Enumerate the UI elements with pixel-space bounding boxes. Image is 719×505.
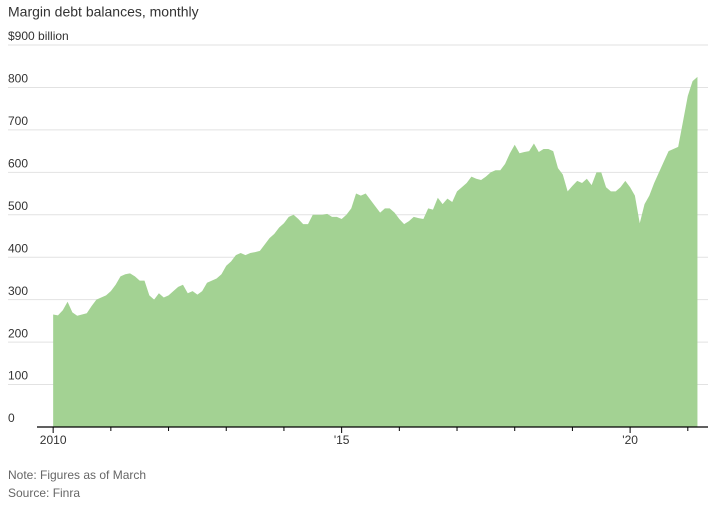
x-tick-label: '20 [622, 433, 638, 447]
chart-title: Margin debt balances, monthly [8, 4, 199, 20]
x-tick-label: 2010 [40, 433, 67, 447]
y-tick-label: 600 [8, 157, 28, 171]
y-tick-label: 400 [8, 241, 28, 255]
x-tick-label: '15 [334, 433, 350, 447]
y-tick-label: 800 [8, 72, 28, 86]
y-tick-label: 100 [8, 369, 28, 383]
y-tick-label: 300 [8, 284, 28, 298]
y-tick-label: 0 [8, 411, 15, 425]
y-tick-label: $900 billion [8, 29, 69, 43]
y-tick-label: 500 [8, 199, 28, 213]
area [53, 76, 698, 427]
y-tick-label: 200 [8, 326, 28, 340]
note: Note: Figures as of March [8, 468, 146, 482]
y-tick-label: 700 [8, 114, 28, 128]
source: Source: Finra [8, 486, 80, 500]
